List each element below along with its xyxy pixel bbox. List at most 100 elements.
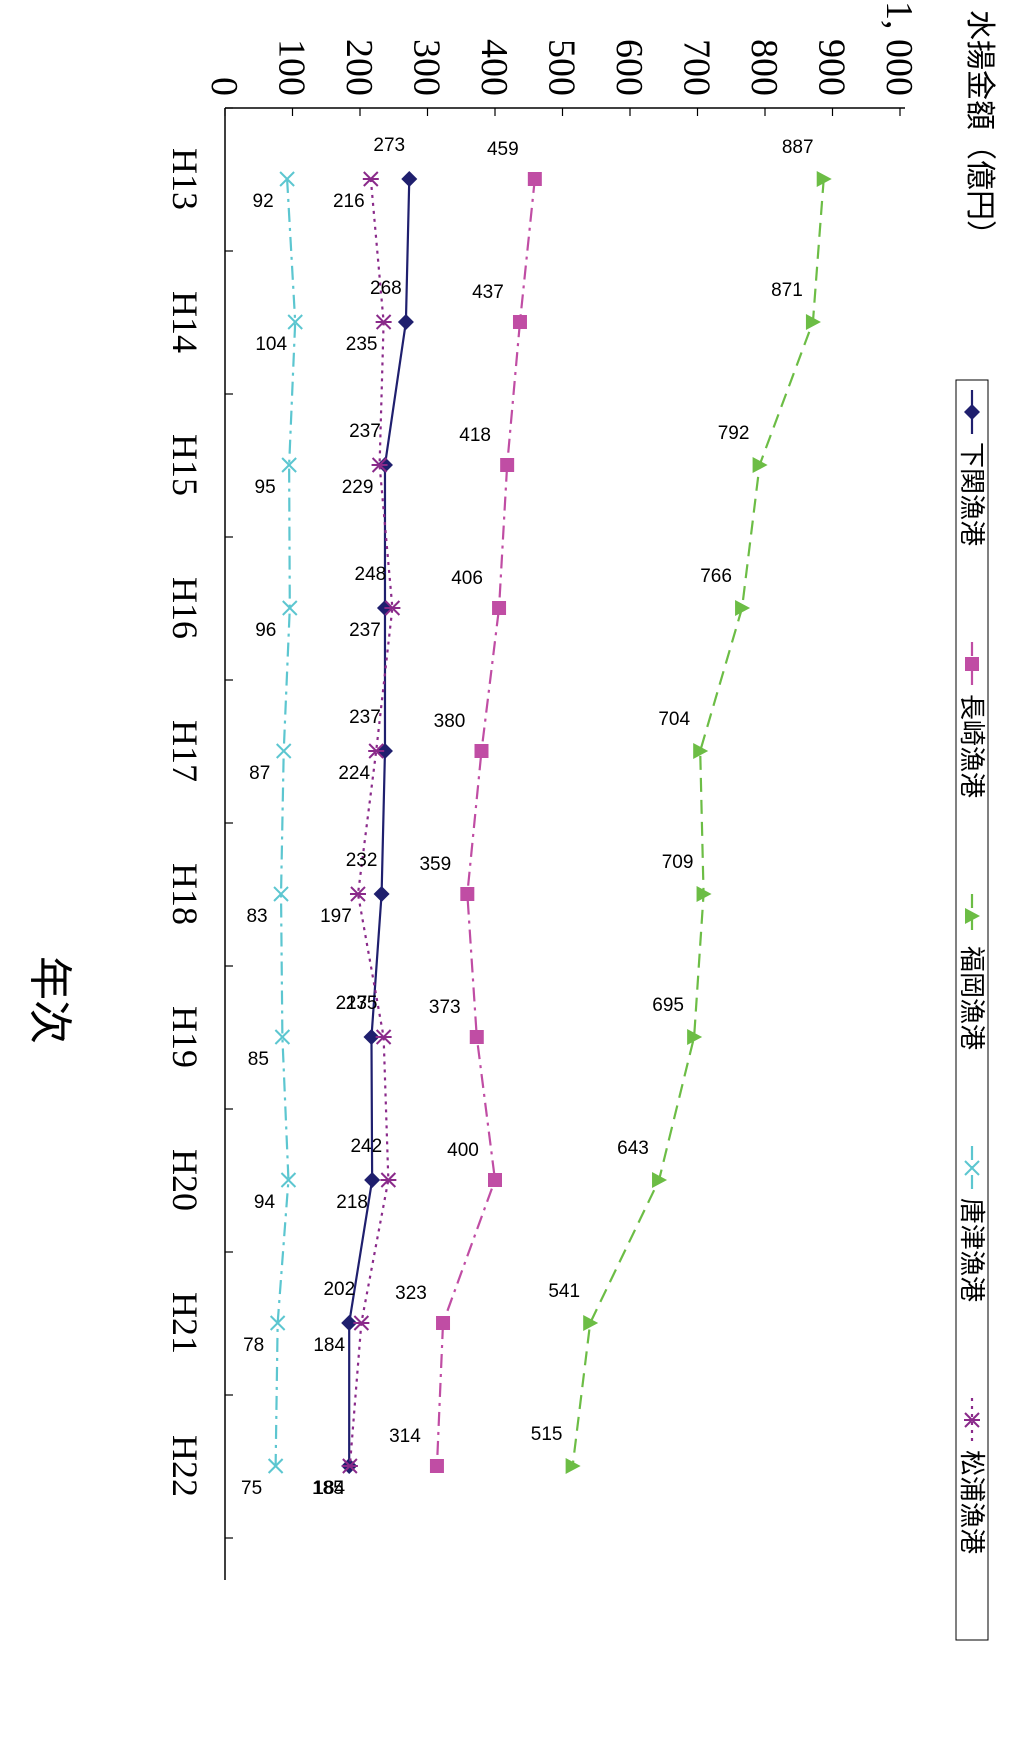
data-point [362,171,379,187]
x-tick-label: H22 [165,1435,205,1497]
data-label: 202 [323,1279,355,1300]
data-label: 541 [548,1281,580,1302]
data-point [965,657,979,671]
data-point [816,171,832,187]
data-point [274,1029,291,1045]
series-4 [341,171,401,1474]
data-label: 237 [349,620,381,641]
data-label: 323 [395,1283,427,1304]
data-point [287,314,303,330]
y-tick-label: 800 [743,39,785,96]
data-point [273,886,289,902]
data-label: 78 [243,1335,264,1356]
x-tick-label: H21 [165,1292,205,1354]
series-3 [267,171,303,1474]
data-point [401,171,418,187]
data-point [460,887,475,901]
axes [224,107,905,1580]
data-label: 229 [342,477,374,498]
data-label: 380 [434,711,466,732]
data-label: 643 [617,1138,649,1159]
legend-label: 唐津漁港 [956,1198,986,1302]
data-label: 459 [487,139,519,160]
data-label: 104 [255,334,287,355]
data-label: 85 [248,1049,269,1070]
data-label: 92 [253,191,274,212]
data-point [512,315,527,329]
data-point [565,1458,581,1474]
data-label: 887 [782,137,814,158]
y-tick-label: 1, 000 [878,1,920,96]
legend-box [955,379,989,1641]
data-label: 235 [346,334,378,355]
data-point [269,1315,286,1331]
data-point [267,1458,284,1474]
data-label: 709 [662,852,694,873]
data-point [696,886,712,902]
data-label: 232 [346,850,378,871]
series-lines [267,171,832,1474]
data-point [375,1029,392,1045]
data-label: 273 [373,135,405,156]
legend-label: 福岡漁港 [956,946,986,1050]
data-label: 237 [349,421,381,442]
x-tick-label: H19 [165,1006,205,1068]
legend-item: 福岡漁港 [956,894,986,1050]
data-label: 87 [249,763,270,784]
data-label: 248 [355,564,387,585]
data-point [281,457,297,473]
data-point [341,1458,358,1474]
data-point [384,600,401,616]
data-point [964,404,980,420]
legend-item: 下関漁港 [956,390,986,546]
data-label: 792 [718,423,750,444]
data-point [693,743,709,759]
data-point [282,600,298,616]
data-labels: 273 268 237 237 237 232 217 218 184 184 459 437 418 4… [241,135,814,1499]
data-point [349,886,366,902]
x-tick-label: H18 [165,863,205,925]
y-tick-label: 400 [473,39,515,96]
data-point [964,1160,980,1176]
y-tick-label: 700 [676,39,718,96]
data-point [752,457,768,473]
data-label: 242 [350,1136,382,1157]
series-2 [565,171,832,1474]
data-point [429,1459,444,1473]
data-point [964,1412,980,1428]
data-label: 766 [700,566,732,587]
legend-item: 長崎漁港 [956,642,986,798]
data-label: 218 [336,1192,368,1213]
data-point [527,172,542,186]
data-label: 695 [652,995,684,1016]
y-tick-label: 600 [608,39,650,96]
series-1 [429,172,542,1473]
data-label: 314 [389,1426,421,1447]
legend-label: 長崎漁港 [956,694,986,798]
data-point [279,171,295,187]
data-label: 235 [346,993,378,1014]
data-label: 185 [312,1478,344,1499]
data-point [397,314,414,330]
data-point [488,1173,502,1187]
y-tick-label: 200 [338,39,380,96]
data-label: 268 [370,278,402,299]
data-label: 418 [459,425,491,446]
legend-item: 松浦漁港 [956,1398,986,1554]
data-point [436,1316,451,1330]
x-tick-label: H15 [165,434,205,496]
data-label: 704 [658,709,690,730]
series-line [348,178,411,1466]
y-tick-label: 500 [541,39,583,96]
data-point [353,1315,370,1331]
data-label: 406 [451,568,483,589]
data-point [364,1172,381,1188]
data-point [276,743,292,759]
series-line [571,178,825,1467]
x-axis-title: 年次 [25,956,74,1044]
data-point [375,314,392,330]
data-point [500,458,515,472]
y-tick-label: 0 [203,77,245,96]
